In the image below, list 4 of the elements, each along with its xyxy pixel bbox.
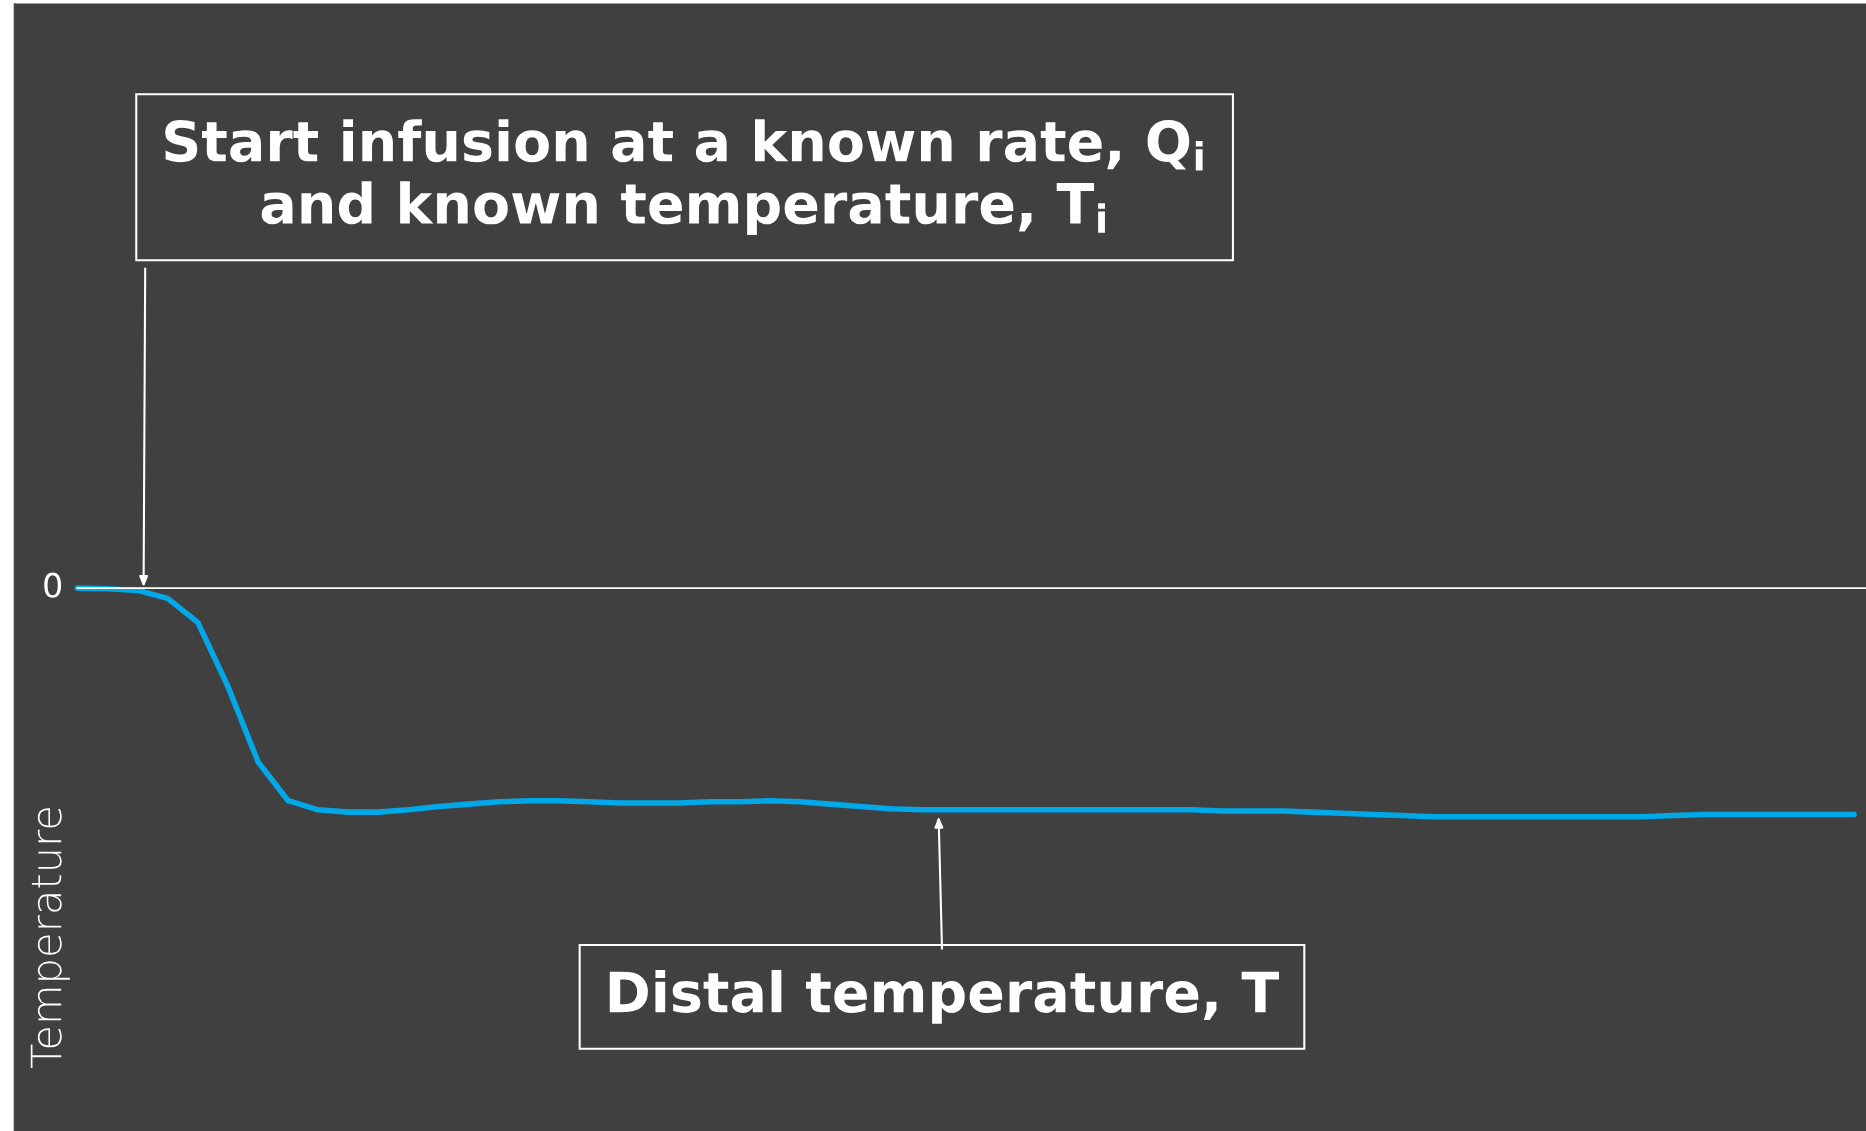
text: 0	[44, 572, 62, 598]
text: Start infusion at a known rate, Q$_{i}$ and known temperature, T$_{i}$	[165, 119, 1203, 236]
y-axis-title: Temperature	[30, 808, 70, 1069]
text: Distal temperature, T	[609, 969, 1280, 1024]
